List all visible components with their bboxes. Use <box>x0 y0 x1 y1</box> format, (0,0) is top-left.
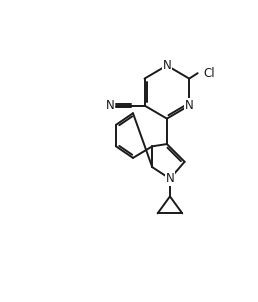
Text: N: N <box>163 59 171 72</box>
Text: N: N <box>166 172 174 185</box>
Text: N: N <box>185 99 194 112</box>
Text: Cl: Cl <box>204 67 215 80</box>
Text: N: N <box>106 99 115 112</box>
